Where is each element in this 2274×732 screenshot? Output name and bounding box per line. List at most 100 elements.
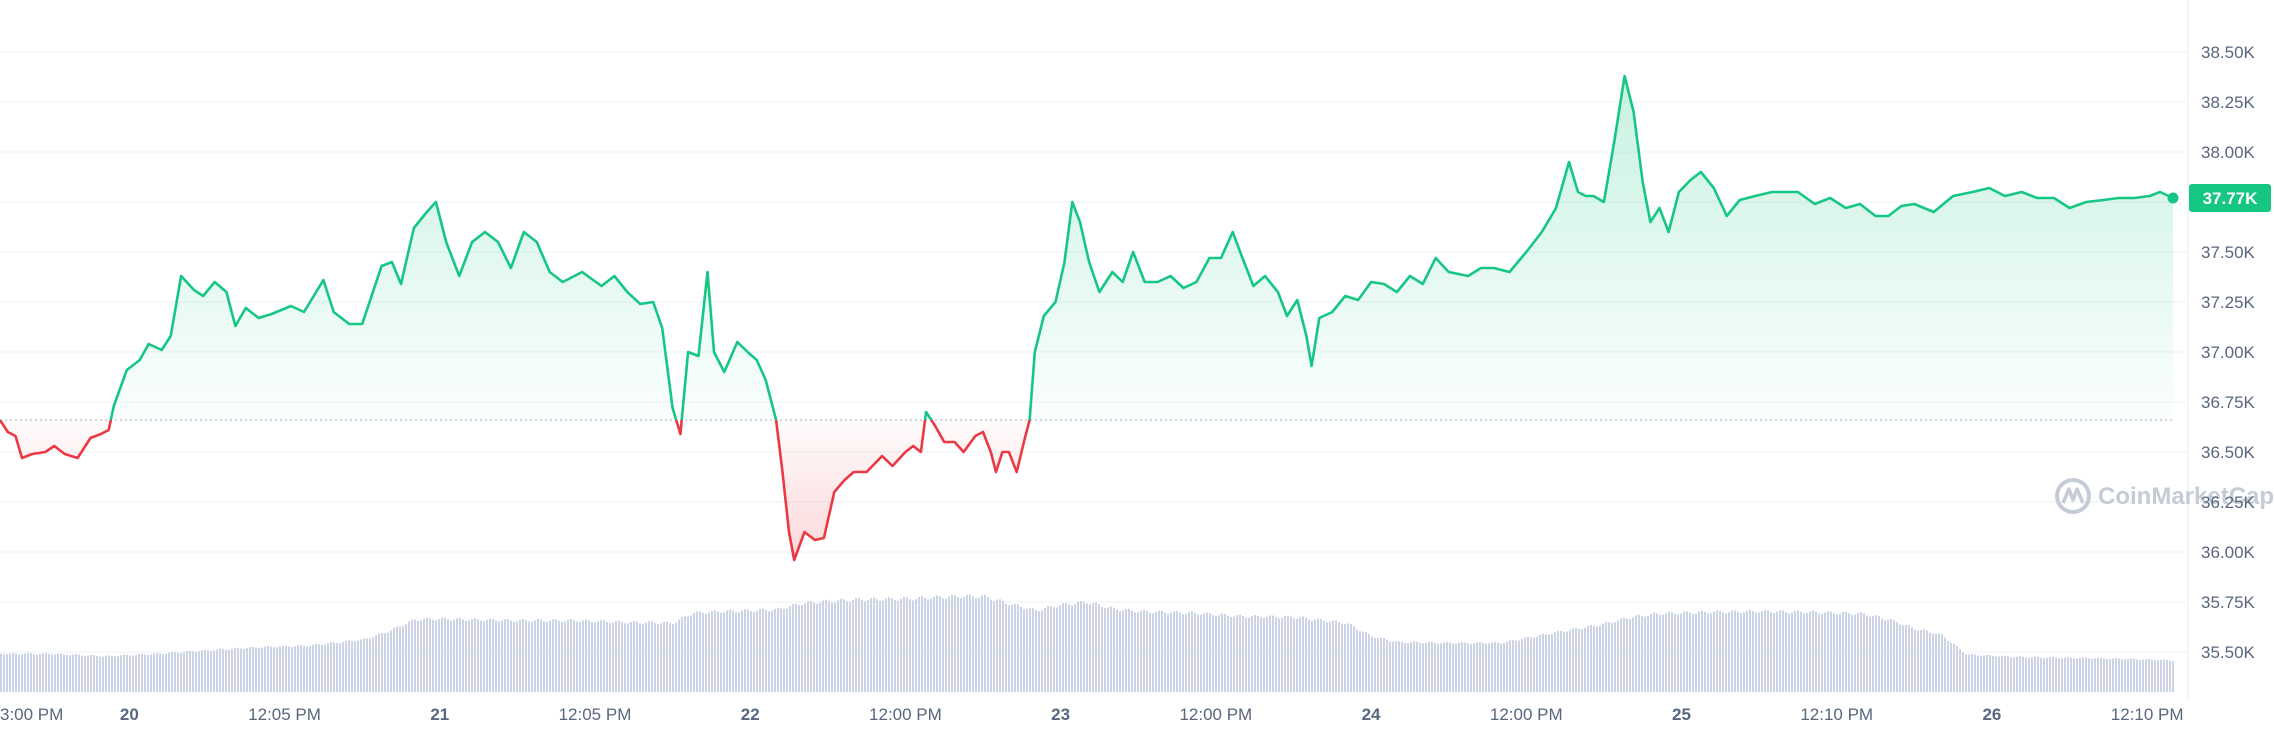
- y-tick-label: 36.75K: [2201, 393, 2256, 412]
- volume-bar: [1713, 611, 1715, 692]
- current-price-badge[interactable]: 37.77K: [2189, 184, 2271, 212]
- volume-bar: [513, 621, 515, 692]
- volume-bar: [1488, 643, 1490, 692]
- volume-bar: [276, 647, 278, 692]
- y-tick-label: 38.00K: [2201, 143, 2256, 162]
- current-price-dot[interactable]: [2167, 192, 2179, 204]
- volume-bar: [480, 620, 482, 692]
- volume-bar: [1764, 609, 1766, 692]
- volume-bar: [1287, 615, 1289, 692]
- x-tick-label: 3:00 PM: [0, 705, 63, 724]
- volume-bar: [714, 610, 716, 692]
- volume-bar: [1068, 604, 1070, 692]
- volume-bar: [1944, 637, 1946, 692]
- volume-bar: [1041, 610, 1043, 692]
- volume-bar: [420, 620, 422, 692]
- volume-bar: [474, 618, 476, 692]
- volume-bar: [186, 651, 188, 692]
- volume-bar: [381, 632, 383, 692]
- volume-bar: [753, 611, 755, 692]
- volume-bar: [699, 611, 701, 692]
- volume-bar: [972, 596, 974, 692]
- volume-bar: [1131, 610, 1133, 692]
- volume-bar: [444, 617, 446, 692]
- volume-bar: [1266, 616, 1268, 692]
- area-fill-up: [0, 76, 2173, 420]
- volume-bar: [1431, 641, 1433, 692]
- volume-bar: [879, 600, 881, 692]
- volume-bar: [2166, 659, 2168, 692]
- volume-bar: [1539, 634, 1541, 692]
- volume-bar: [1470, 643, 1472, 692]
- volume-bar: [585, 619, 587, 692]
- volume-bar: [45, 653, 47, 692]
- volume-bar: [1476, 642, 1478, 692]
- volume-bar: [1593, 625, 1595, 692]
- volume-bar: [87, 655, 89, 692]
- volume-bar: [1134, 612, 1136, 692]
- volume-bar: [1752, 611, 1754, 692]
- volume-bar: [825, 599, 827, 692]
- volume-bar: [1344, 623, 1346, 692]
- volume-bar: [843, 599, 845, 692]
- volume-bar: [831, 602, 833, 692]
- volume-bar: [1854, 614, 1856, 692]
- volume-bar: [102, 656, 104, 692]
- volume-bar: [333, 642, 335, 692]
- volume-bar: [1677, 614, 1679, 692]
- volume-bar: [84, 656, 86, 692]
- volume-bar: [189, 650, 191, 692]
- volume-bar: [144, 654, 146, 692]
- volume-bar: [426, 617, 428, 692]
- volume-bar: [543, 621, 545, 692]
- volume-bar: [1485, 643, 1487, 692]
- volume-bar: [885, 598, 887, 692]
- volume-bar: [1596, 626, 1598, 692]
- volume-bar: [1773, 613, 1775, 692]
- volume-bar: [1272, 615, 1274, 692]
- volume-bar: [2157, 660, 2159, 692]
- volume-bar: [534, 620, 536, 692]
- volume-bar: [435, 620, 437, 692]
- volume-bar: [2070, 657, 2072, 692]
- volume-bar: [423, 618, 425, 692]
- volume-bar: [1434, 642, 1436, 692]
- volume-bar: [1011, 604, 1013, 692]
- volume-bar: [462, 619, 464, 692]
- volume-bar: [1398, 641, 1400, 692]
- volume-bar: [360, 639, 362, 692]
- volume-bar: [2172, 660, 2174, 692]
- volume-bar: [153, 653, 155, 692]
- volume-bar: [72, 654, 74, 692]
- volume-bar: [1737, 611, 1739, 692]
- volume-bar: [1050, 606, 1052, 692]
- volume-bar: [210, 650, 212, 692]
- volume-bar: [813, 602, 815, 692]
- volume-bar: [375, 635, 377, 692]
- volume-bar: [1626, 618, 1628, 692]
- volume-bar: [651, 621, 653, 692]
- volume-bar: [573, 620, 575, 692]
- volume-bar: [1827, 611, 1829, 692]
- volume-bar: [63, 654, 65, 692]
- current-price-label: 37.77K: [2203, 189, 2259, 208]
- volume-bar: [1887, 619, 1889, 692]
- volume-bar: [2085, 657, 2087, 692]
- volume-bar: [702, 613, 704, 692]
- y-tick-label: 36.50K: [2201, 443, 2256, 462]
- volume-bar: [1662, 614, 1664, 692]
- volume-bar: [1929, 632, 1931, 692]
- volume-bar: [1194, 612, 1196, 692]
- volume-bar: [2010, 657, 2012, 692]
- price-line: [0, 74, 2174, 562]
- volume-bar: [921, 596, 923, 692]
- volume-bar: [1815, 611, 1817, 692]
- volume-bar: [114, 656, 116, 692]
- volume-bar: [795, 603, 797, 692]
- volume-bar: [24, 653, 26, 692]
- volume-bar: [1059, 605, 1061, 692]
- volume-bar: [2088, 658, 2090, 692]
- volume-bar: [1542, 633, 1544, 692]
- volume-bar: [1089, 604, 1091, 692]
